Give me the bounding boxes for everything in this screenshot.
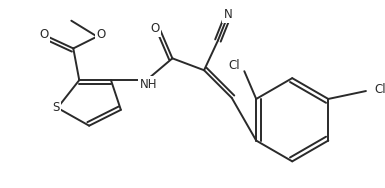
Text: Cl: Cl — [229, 59, 240, 72]
Text: S: S — [52, 101, 59, 114]
Text: O: O — [96, 28, 105, 41]
Text: NH: NH — [140, 78, 157, 91]
Text: Cl: Cl — [374, 83, 385, 96]
Text: O: O — [150, 22, 159, 35]
Text: O: O — [39, 28, 48, 41]
Text: N: N — [223, 8, 232, 21]
